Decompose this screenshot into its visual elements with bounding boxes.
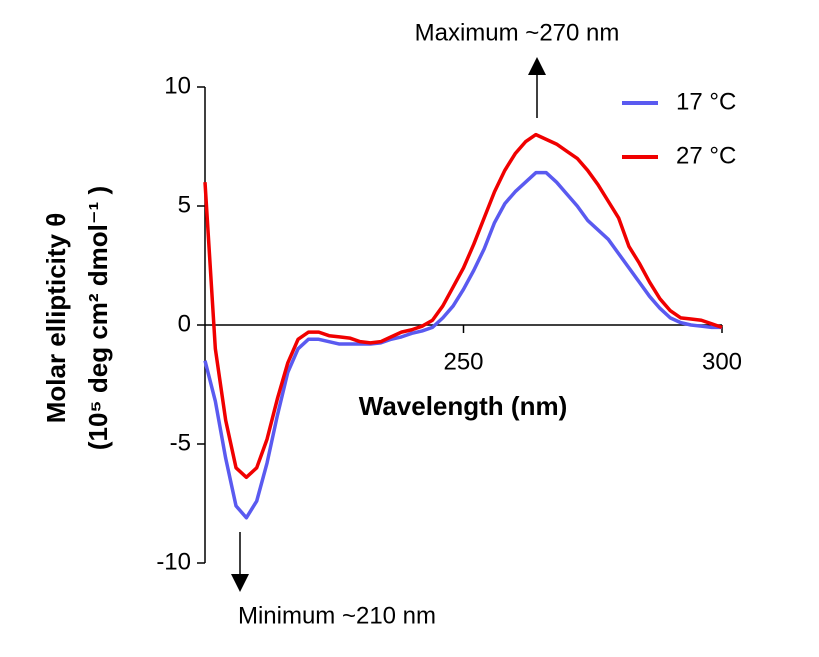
x-tick-label: 300 (702, 348, 742, 375)
x-tick-label: 250 (443, 348, 483, 375)
y-tick-label: 5 (178, 191, 191, 218)
y-tick-label: 10 (164, 72, 191, 99)
y-axis-label: (10⁵ deg cm² dmol⁻¹ ) (83, 186, 113, 450)
y-tick-label: 0 (178, 310, 191, 337)
x-axis-label: Wavelength (nm) (359, 391, 567, 421)
y-tick-label: -10 (156, 548, 191, 575)
annotation: Maximum ~270 nm (415, 19, 620, 46)
line (203, 170, 722, 520)
line (203, 132, 723, 480)
y-tick-label: -5 (170, 429, 191, 456)
legend-label: 17 °C (676, 88, 736, 115)
legend-label: 27 °C (676, 142, 736, 169)
y-axis-label: Molar ellipticity θ (41, 213, 71, 424)
annotation: Minimum ~210 nm (238, 602, 436, 629)
